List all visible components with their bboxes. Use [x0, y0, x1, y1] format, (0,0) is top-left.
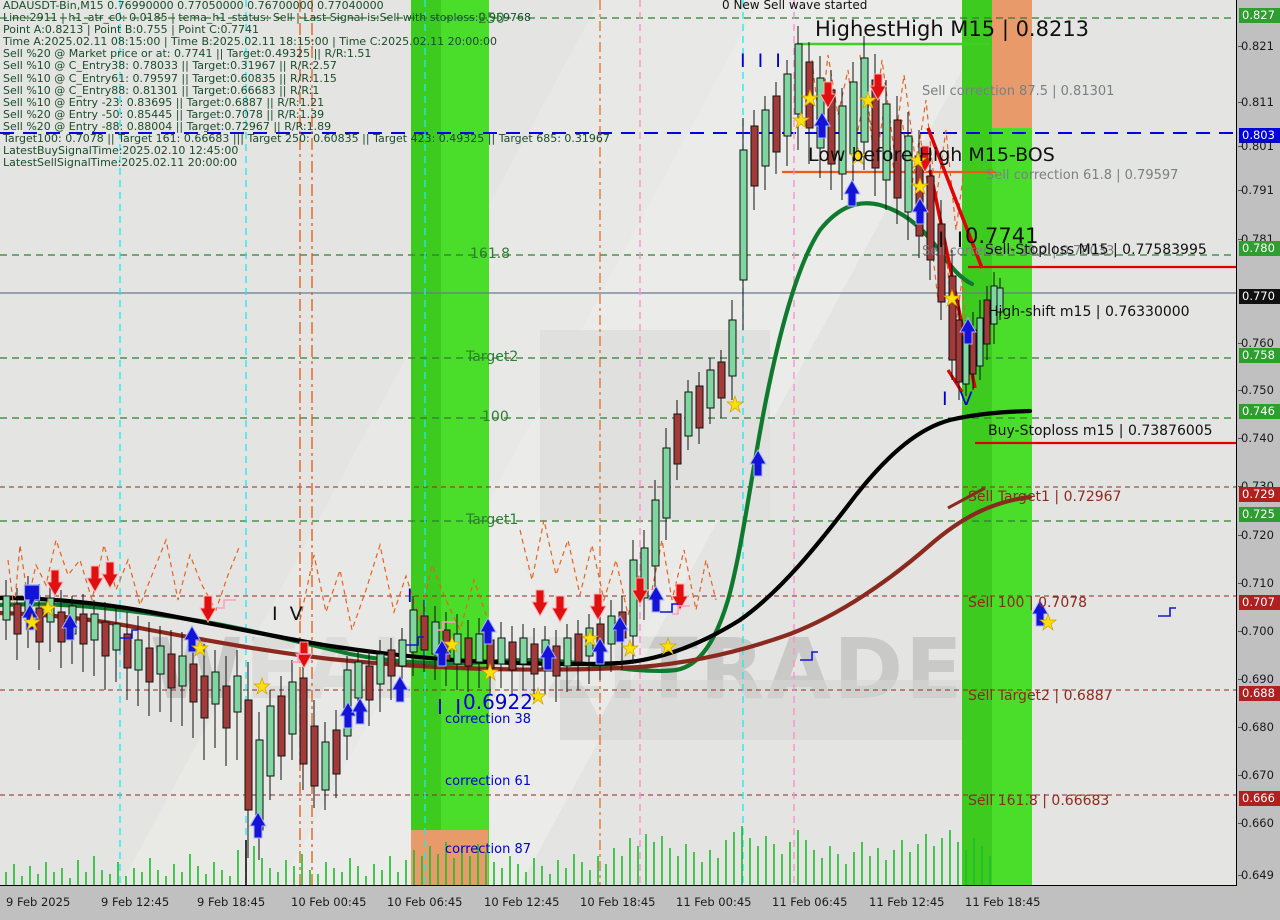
- price-tick: [1238, 583, 1242, 584]
- sell-target2: Sell Target2 | 0.6887: [968, 688, 1113, 704]
- price-tick: [1238, 486, 1242, 487]
- price-label-0-780[interactable]: 0.780: [1239, 241, 1280, 256]
- sell-stoploss-m15: Sell-Stoploss M15 | 0.77583995: [985, 242, 1207, 258]
- correction-38: correction 38: [445, 712, 531, 727]
- time-label: 9 Feb 12:45: [101, 895, 170, 909]
- price-label-0-690: 0.690: [1241, 672, 1274, 686]
- price-tick: [1238, 438, 1242, 439]
- price-label-0-707[interactable]: 0.707: [1239, 595, 1280, 610]
- price-label-0-700: 0.700: [1241, 624, 1274, 638]
- wave-i-left: I: [407, 585, 416, 607]
- low-before-high-bos: Low before High M15-BOS: [808, 144, 1055, 166]
- price-tick: [1238, 239, 1242, 240]
- price-label-0-827[interactable]: 0.827: [1239, 8, 1280, 23]
- price-label-0-760: 0.760: [1241, 336, 1274, 350]
- correction-61: correction 61: [445, 774, 531, 789]
- point-c-value: 0.7741: [965, 224, 1039, 248]
- price-label-0-758[interactable]: 0.758: [1239, 348, 1280, 363]
- price-label-0-740: 0.740: [1241, 431, 1274, 445]
- fib-target1-left: Target1: [466, 512, 519, 528]
- price-label-0-725[interactable]: 0.725: [1239, 507, 1280, 522]
- sell-100: Sell 100 | 0.7078: [968, 595, 1088, 611]
- price-tick: [1238, 343, 1242, 344]
- wave-iv-right: I V: [942, 388, 976, 410]
- price-tick: [1238, 146, 1242, 147]
- time-label: 9 Feb 18:45: [197, 895, 266, 909]
- price-label-0-660: 0.660: [1241, 816, 1274, 830]
- price-label-0-680: 0.680: [1241, 720, 1274, 734]
- chart-canvas: [0, 0, 1236, 885]
- price-tick: [1238, 190, 1242, 191]
- wave-ii-mid: I I: [938, 228, 967, 252]
- price-label-0-670: 0.670: [1241, 768, 1274, 782]
- correction-87: correction 87: [445, 842, 531, 857]
- price-label-0-770[interactable]: 0.770: [1239, 289, 1280, 304]
- fib-250-top: 250: [478, 11, 505, 27]
- price-tick: [1238, 102, 1242, 103]
- time-label: 11 Feb 00:45: [676, 895, 752, 909]
- time-label: 10 Feb 18:45: [580, 895, 656, 909]
- price-label-0-746[interactable]: 0.746: [1239, 404, 1280, 419]
- price-label-0-710: 0.710: [1241, 576, 1274, 590]
- time-label: 11 Feb 06:45: [772, 895, 848, 909]
- price-tick: [1238, 631, 1242, 632]
- sell-correction-875: Sell correction 87.5 | 0.81301: [922, 84, 1115, 99]
- point-b-value: 0.6922: [463, 690, 533, 714]
- fib-1618-left: 161.8: [470, 246, 511, 262]
- fib-100-left: 100: [482, 409, 509, 425]
- price-label-0-803[interactable]: 0.803: [1239, 128, 1280, 143]
- price-label-0-666[interactable]: 0.666: [1239, 791, 1280, 806]
- price-tick: [1238, 727, 1242, 728]
- time-label: 10 Feb 06:45: [387, 895, 463, 909]
- time-label: 9 Feb 2025: [6, 895, 71, 909]
- price-tick: [1238, 875, 1242, 876]
- sell-target1: Sell Target1 | 0.72967: [968, 489, 1122, 505]
- fib-target2-left: Target2: [466, 349, 519, 365]
- time-label: 10 Feb 12:45: [484, 895, 560, 909]
- price-tick: [1238, 679, 1242, 680]
- price-tick: [1238, 775, 1242, 776]
- price-label-0-801: 0.801: [1241, 139, 1274, 153]
- price-label-0-811: 0.811: [1241, 95, 1274, 109]
- price-label-0-791: 0.791: [1241, 183, 1274, 197]
- sell-correction-382: Sell correction 38.2 | 0.78033: [922, 244, 1115, 259]
- price-label-0-729[interactable]: 0.729: [1239, 487, 1280, 502]
- horizontal-levels: [0, 17, 1236, 796]
- price-tick: [1238, 823, 1242, 824]
- high-shift-m15: High-shift m15 | 0.76330000: [988, 304, 1190, 320]
- price-tick: [1238, 390, 1242, 391]
- price-label-0-750: 0.750: [1241, 383, 1274, 397]
- time-label: 11 Feb 18:45: [965, 895, 1041, 909]
- price-label-0-821: 0.821: [1241, 39, 1274, 53]
- wave-iii-top: I I I: [740, 50, 784, 72]
- price-label-0-688[interactable]: 0.688: [1239, 686, 1280, 701]
- volume-bars: [5, 826, 991, 885]
- time-axis[interactable]: 9 Feb 2025 9 Feb 12:45 9 Feb 18:45 10 Feb 0…: [0, 887, 1280, 920]
- time-label: 10 Feb 00:45: [291, 895, 367, 909]
- chart-plot-area[interactable]: WEALTHZITRADE: [0, 0, 1237, 886]
- price-axis[interactable]: 0.827 0.821 0.811 0.803 0.801 0.791 0.781 0.780…: [1238, 0, 1280, 886]
- price-tick: [1238, 46, 1242, 47]
- time-label: 11 Feb 12:45: [869, 895, 945, 909]
- highest-high: HighestHigh M15 | 0.8213: [815, 17, 1090, 41]
- wave-iv-left: I V: [272, 603, 306, 625]
- buy-stoploss-m15: Buy-Stoploss m15 | 0.73876005: [988, 423, 1213, 439]
- price-tick: [1238, 535, 1242, 536]
- wave-ii-low: I I: [437, 695, 465, 719]
- price-label-0-720: 0.720: [1241, 528, 1274, 542]
- signal-arrows: [21, 73, 1176, 839]
- price-label-0-649: 0.649: [1241, 868, 1274, 882]
- sell-1618: Sell 161.8 | 0.66683: [968, 793, 1110, 809]
- candlestick-series: [2, 26, 1004, 860]
- new-sell-wave: 0 New Sell wave started: [722, 0, 868, 12]
- sell-correction-618: Sell correction 61.8 | 0.79597: [986, 168, 1179, 183]
